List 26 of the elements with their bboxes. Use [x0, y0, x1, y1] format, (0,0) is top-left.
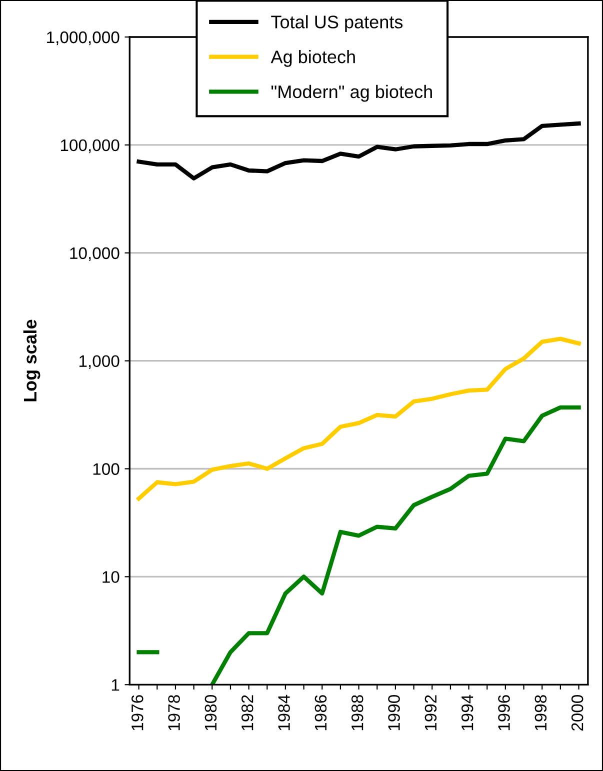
x-tick-label: 1994: [461, 694, 474, 730]
legend-label: Ag biotech: [270, 50, 355, 67]
y-axis-title: Log scale: [23, 320, 40, 402]
y-tick-label: 10: [102, 571, 120, 583]
y-tick-label: 1,000,000: [47, 31, 120, 46]
y-tick-label: 10,000: [70, 247, 120, 262]
y-tick-label: 1,000: [79, 355, 120, 369]
line-series: [136, 121, 581, 180]
x-tick-label: 1976: [131, 695, 144, 730]
x-tick-label: 1990: [388, 695, 400, 730]
x-tick-label: 1986: [314, 695, 327, 730]
x-tick-label: 1998: [534, 695, 547, 730]
x-tick-label: 1982: [241, 695, 254, 730]
x-tick-label: 2000: [571, 695, 584, 731]
x-tick-label: 1988: [351, 695, 364, 730]
x-tick-label: 1996: [498, 695, 510, 730]
y-tick-label: 100,000: [60, 139, 120, 154]
legend-label: Total US patents: [271, 15, 403, 32]
legend-label: "Modern" ag biotech: [272, 84, 432, 102]
y-tick-label: 1: [112, 679, 120, 691]
x-tick-label: 1992: [424, 695, 437, 730]
line-series: [136, 336, 581, 501]
x-tick-label: 1980: [204, 695, 217, 730]
y-tick-label: 100: [93, 463, 120, 475]
x-tick-label: 1984: [278, 694, 290, 730]
x-tick-label: 1978: [168, 695, 180, 730]
